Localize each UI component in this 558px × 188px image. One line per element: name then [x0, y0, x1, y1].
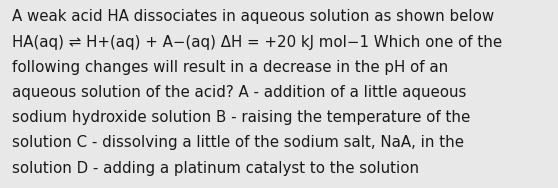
Text: A weak acid HA dissociates in aqueous solution as shown below: A weak acid HA dissociates in aqueous so… [12, 9, 494, 24]
Text: solution D - adding a platinum catalyst to the solution: solution D - adding a platinum catalyst … [12, 161, 420, 176]
Text: solution C - dissolving a little of the sodium salt, NaA, in the: solution C - dissolving a little of the … [12, 135, 464, 150]
Text: aqueous solution of the acid? A - addition of a little aqueous: aqueous solution of the acid? A - additi… [12, 85, 466, 100]
Text: following changes will result in a decrease in the pH of an: following changes will result in a decre… [12, 60, 449, 75]
Text: HA(aq) ⇌ H+(aq) + A−(aq) ΔH = +20 kJ mol−1 Which one of the: HA(aq) ⇌ H+(aq) + A−(aq) ΔH = +20 kJ mol… [12, 35, 502, 50]
Text: sodium hydroxide solution B - raising the temperature of the: sodium hydroxide solution B - raising th… [12, 110, 470, 125]
